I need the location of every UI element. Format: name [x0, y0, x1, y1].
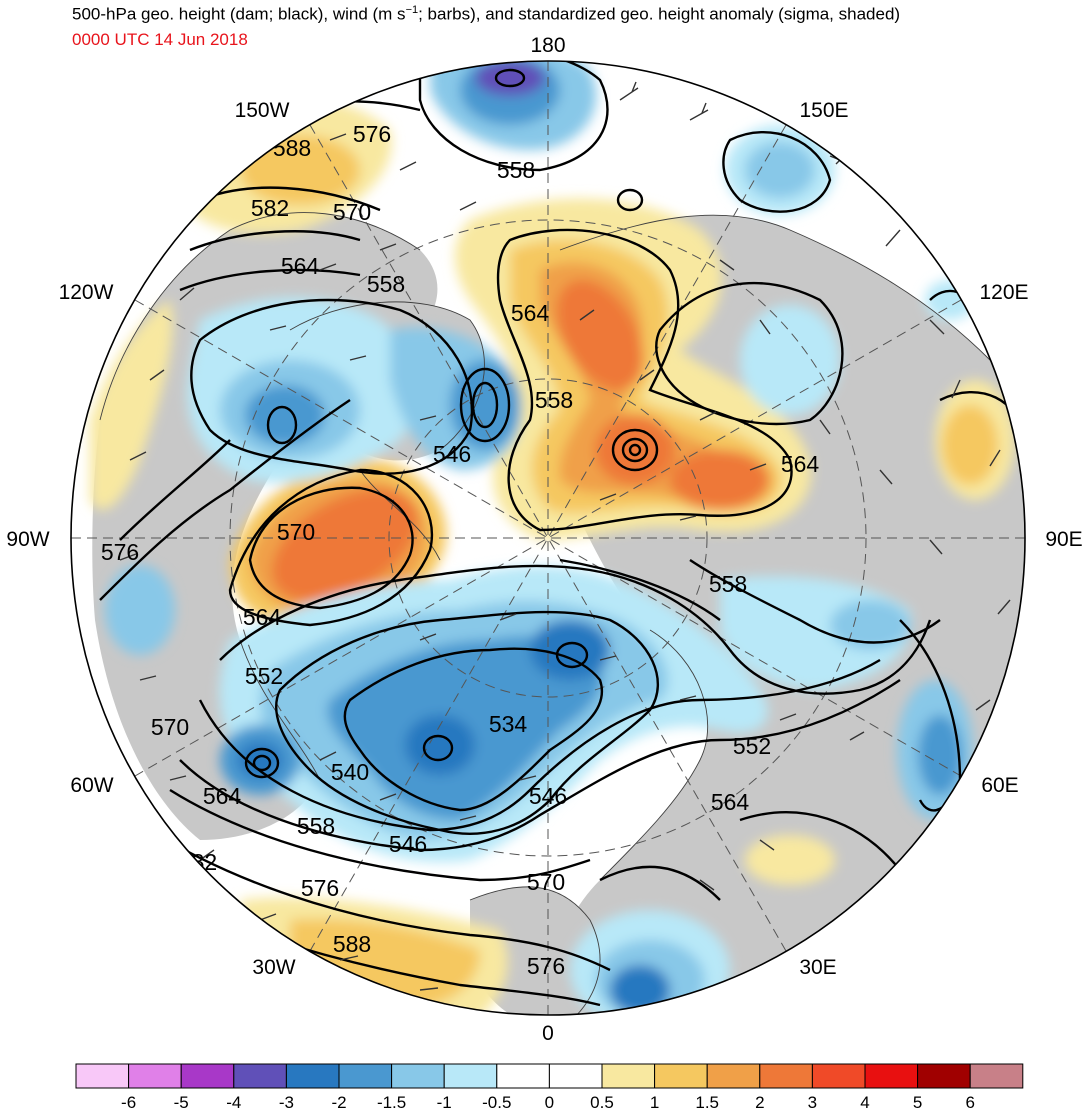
- lon-label-60w: 60W: [70, 774, 113, 797]
- colorbar-box: [285, 1063, 340, 1089]
- contour-label: 576: [527, 953, 565, 979]
- lon-label-120w: 120W: [59, 281, 114, 304]
- contour-label: 558: [497, 157, 535, 183]
- colorbar-box: [811, 1063, 866, 1089]
- polar-map: 576 588 582 570 564 558 558 564 558 546 …: [6, 34, 1082, 1045]
- chart-subtitle: 0000 UTC 14 Jun 2018: [72, 30, 248, 49]
- colorbar: -6 -5 -4 -3 -2 -1.5 -1 -0.5 0 0.5 1 1.5 2 3 4 5 6: [75, 1063, 1024, 1112]
- colorbar-label: 2: [755, 1093, 764, 1112]
- lon-label-0: 0: [542, 1022, 554, 1045]
- contour-label: 558: [535, 387, 573, 413]
- colorbar-box: [654, 1063, 708, 1089]
- colorbar-box: [601, 1063, 656, 1089]
- colorbar-box: [864, 1063, 919, 1089]
- colorbar-label: 1.5: [695, 1093, 719, 1112]
- contour-label: 570: [151, 714, 189, 740]
- colorbar-box: [917, 1063, 971, 1089]
- contour-label: 552: [733, 733, 771, 759]
- colorbar-box: [338, 1063, 393, 1089]
- contour-label: 558: [297, 813, 335, 839]
- contour-label: 534: [489, 711, 528, 737]
- contour-label: 558: [709, 571, 747, 597]
- colorbar-label: -5: [174, 1093, 189, 1112]
- contour-label: 570: [527, 869, 565, 895]
- colorbar-label: 5: [913, 1093, 922, 1112]
- lon-label-120e: 120E: [979, 281, 1028, 304]
- contour-label: 588: [273, 135, 311, 161]
- lon-label-60e: 60E: [981, 774, 1018, 797]
- contour-label: 564: [511, 300, 550, 326]
- contour-label: 564: [781, 451, 820, 477]
- colorbar-label: -4: [226, 1093, 241, 1112]
- colorbar-label: 4: [860, 1093, 869, 1112]
- colorbar-box: [75, 1063, 130, 1089]
- colorbar-label: -0.5: [482, 1093, 511, 1112]
- contour-label: 576: [101, 539, 139, 565]
- contour-label: 588: [333, 931, 371, 957]
- contour-label: 570: [277, 519, 315, 545]
- colorbar-box: [706, 1063, 761, 1089]
- colorbar-label: -3: [279, 1093, 294, 1112]
- lon-label-90e: 90E: [1045, 528, 1082, 551]
- contour-label: 576: [353, 121, 391, 147]
- colorbar-box: [128, 1063, 182, 1089]
- contour-label: 546: [389, 831, 427, 857]
- lon-label-150e: 150E: [799, 99, 848, 122]
- colorbar-boxes: [75, 1063, 1024, 1089]
- contour-label: 564: [711, 789, 750, 815]
- colorbar-label: -2: [331, 1093, 346, 1112]
- contour-label: 576: [301, 875, 339, 901]
- colorbar-box: [969, 1063, 1024, 1089]
- contour-labels: 576 588 582 570 564 558 558 564 558 546 …: [101, 121, 820, 979]
- contour-label: 540: [331, 759, 369, 785]
- lon-label-90w: 90W: [6, 528, 49, 551]
- height-contours: [99, 61, 1025, 1007]
- map-disk: 576 588 582 570 564 558 558 564 558 546 …: [71, 61, 1025, 1015]
- lon-label-30w: 30W: [252, 956, 295, 979]
- contour-label: 546: [433, 441, 471, 467]
- colorbar-box: [391, 1063, 445, 1089]
- lon-label-180: 180: [530, 34, 565, 57]
- contour-label: 564: [203, 783, 242, 809]
- chart-title: 500-hPa geo. height (dam; black), wind (…: [72, 4, 901, 24]
- colorbar-label: 0.5: [590, 1093, 614, 1112]
- colorbar-box: [548, 1063, 603, 1089]
- colorbar-box: [180, 1063, 235, 1089]
- anomaly-shading: [90, 61, 1015, 1015]
- colorbar-label: 3: [808, 1093, 817, 1112]
- contour-label: 582: [251, 195, 289, 221]
- colorbar-box: [759, 1063, 813, 1089]
- contour-label: 570: [333, 199, 371, 225]
- graticule: [71, 61, 1025, 1015]
- colorbar-label: 1: [650, 1093, 659, 1112]
- longitude-labels: 180 150E 120E 90E 60E 30E 0 30W 60W 90W …: [6, 34, 1082, 1045]
- contour-label: 546: [529, 783, 567, 809]
- colorbar-label: -6: [121, 1093, 136, 1112]
- map-border: [70, 60, 1026, 1016]
- colorbar-label: -1.5: [377, 1093, 406, 1112]
- contour-label: 558: [367, 271, 405, 297]
- contour-label: 564: [243, 604, 282, 630]
- colorbar-label: 6: [965, 1093, 974, 1112]
- colorbar-box: [496, 1063, 550, 1089]
- lon-label-30e: 30E: [799, 956, 836, 979]
- colorbar-label: 0: [545, 1093, 554, 1112]
- contour-label: 552: [245, 663, 283, 689]
- colorbar-box: [233, 1063, 287, 1089]
- colorbar-box: [443, 1063, 498, 1089]
- colorbar-label: -1: [437, 1093, 452, 1112]
- colorbar-labels: -6 -5 -4 -3 -2 -1.5 -1 -0.5 0 0.5 1 1.5 2 3 4 5 6: [121, 1093, 975, 1112]
- contour-label: 564: [281, 253, 320, 279]
- lon-label-150w: 150W: [235, 99, 290, 122]
